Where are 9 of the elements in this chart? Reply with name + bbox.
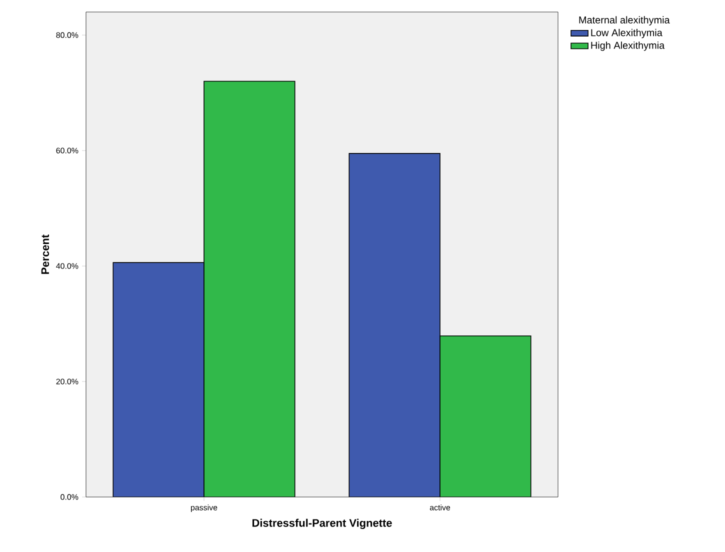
bar	[204, 80, 296, 497]
y-axis-title: Percent	[41, 234, 50, 274]
legend-label: Low Alexithymia	[591, 28, 662, 38]
legend-label: High Alexithymia	[591, 42, 665, 51]
bar	[112, 262, 204, 497]
bar	[440, 336, 532, 497]
legend-title: Maternal alexithymia	[579, 16, 670, 26]
x-axis-title: Distressful-Parent Vignette	[252, 518, 392, 530]
bar	[348, 153, 440, 497]
